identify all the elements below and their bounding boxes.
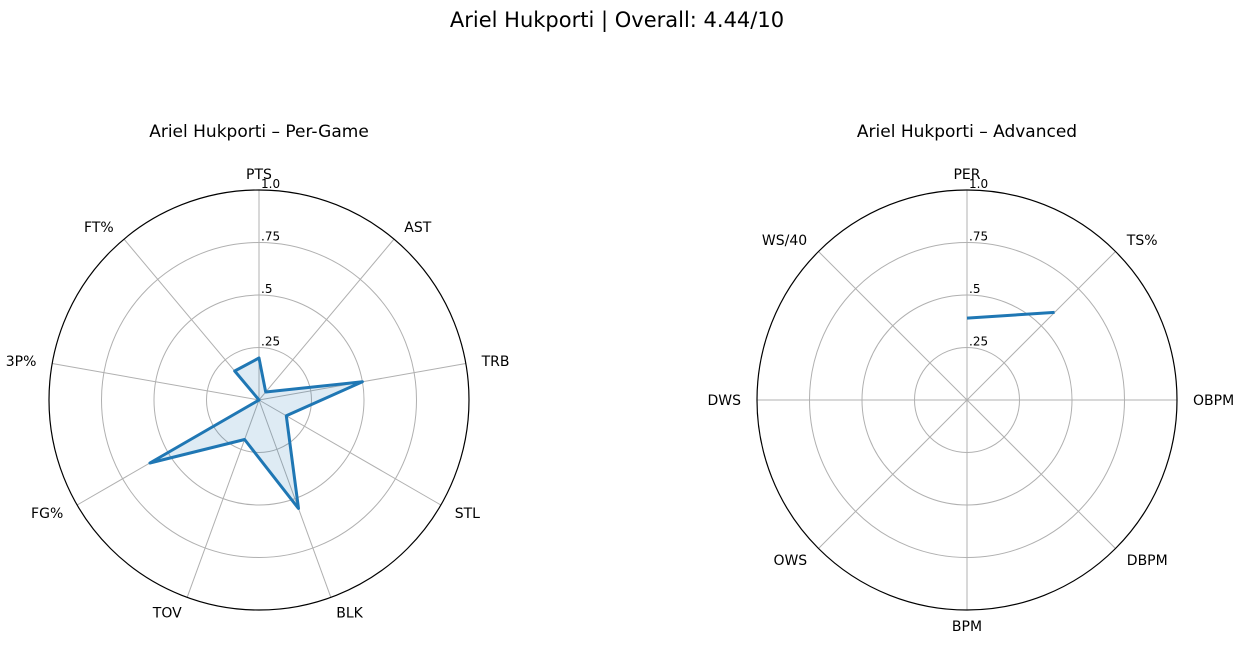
axis-label-tov: TOV [152, 605, 182, 621]
axis-label-pts: PTS [246, 167, 272, 183]
grid-spoke [818, 399, 968, 549]
radial-tick-label: .75 [969, 230, 988, 244]
grid-spoke [818, 251, 968, 401]
axis-label-dws: DWS [707, 393, 741, 409]
axis-label-stl: STL [455, 506, 480, 522]
series-line [966, 310, 1055, 320]
grid-spoke [258, 399, 442, 506]
axis-label-bpm: BPM [952, 619, 982, 635]
series-fill [149, 358, 363, 509]
series-line [148, 356, 364, 510]
outer-frame [756, 189, 1178, 611]
axis-label-ft-: FT% [84, 220, 114, 236]
axis-label-fg-: FG% [31, 506, 63, 522]
axis-label-trb: TRB [481, 354, 510, 370]
chart-title: Ariel Hukporti – Advanced [857, 122, 1077, 142]
outer-frame [48, 189, 470, 611]
axis-label-ws-40: WS/40 [762, 233, 807, 249]
grid-spoke [966, 399, 1116, 549]
axis-label-3p-: 3P% [6, 354, 37, 370]
axis-label-ast: AST [404, 220, 431, 236]
grid-spoke [186, 399, 260, 598]
axis-label-ts-: TS% [1126, 233, 1158, 249]
radial-tick-label: .25 [261, 335, 280, 349]
radial-tick-label: .5 [261, 282, 272, 296]
axis-label-per: PER [953, 167, 980, 183]
grid-spoke [258, 238, 395, 401]
radial-tick-label: .5 [969, 282, 980, 296]
radial-tick-label: .75 [261, 230, 280, 244]
axis-label-ows: OWS [773, 553, 807, 569]
chart-title: Ariel Hukporti – Per-Game [149, 122, 369, 142]
radial-tick-label: .25 [969, 335, 988, 349]
radial-tick-label: 1.0 [261, 177, 280, 191]
axis-label-blk: BLK [336, 605, 363, 621]
radial-tick-label: 1.0 [969, 177, 988, 191]
axis-label-dbpm: DBPM [1127, 553, 1168, 569]
grid-spoke [52, 363, 260, 401]
grid-spoke [966, 251, 1116, 401]
figure-title: Ariel Hukporti | Overall: 4.44/10 [449, 8, 785, 32]
grid-spoke [258, 399, 332, 598]
axis-label-obpm: OBPM [1193, 393, 1234, 409]
